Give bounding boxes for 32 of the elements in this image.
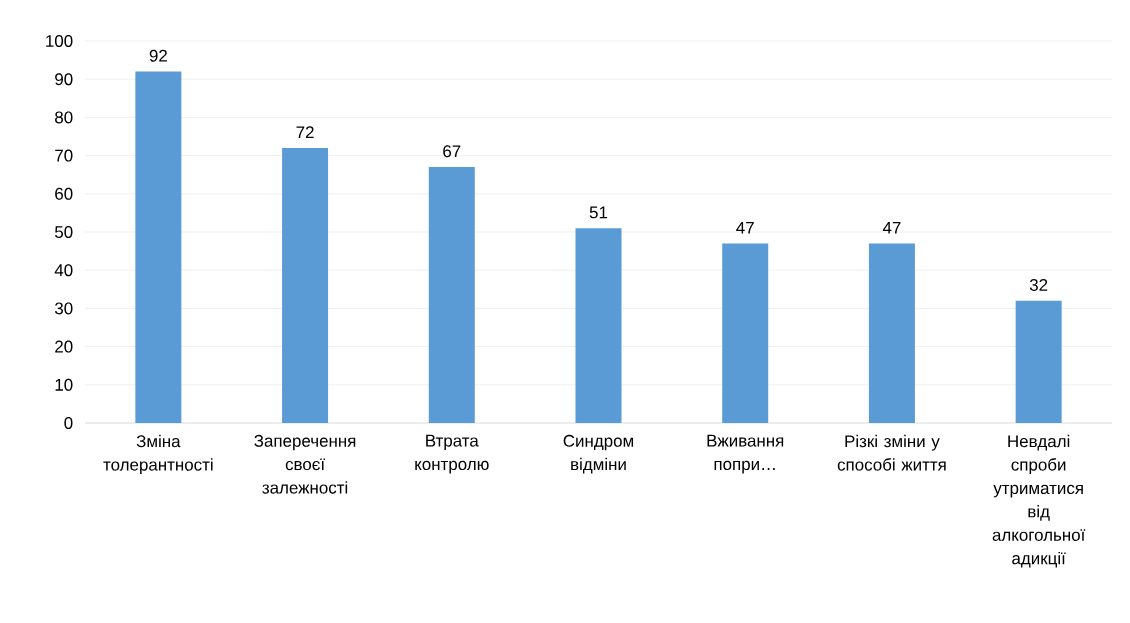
x-tick-label: Невдалі спроби утриматися від алкогольної адикції (992, 434, 1086, 568)
y-tick-label: 20 (55, 340, 73, 353)
data-label: 51 (589, 206, 608, 219)
x-tick-label: Зміна толерантності (103, 434, 213, 475)
data-label: 32 (1029, 278, 1048, 291)
y-tick-label: 0 (64, 417, 73, 429)
y-tick-label: 70 (55, 149, 73, 162)
y-tick-label: 80 (55, 111, 73, 124)
y-tick-label: 60 (55, 187, 73, 200)
data-label: 72 (296, 126, 314, 139)
y-tick-label: 30 (54, 302, 73, 315)
x-tick-label: Втрата контролю (415, 434, 489, 474)
y-tick-label: 50 (54, 226, 73, 238)
x-tick-label: Вживання попри… (707, 434, 784, 474)
bar (282, 147, 329, 423)
bar (135, 71, 182, 423)
x-tick-label: Заперечення своєї залежності (254, 434, 356, 494)
y-tick-label: 90 (55, 73, 73, 86)
x-tick-label: Різкі зміни у способі життя (837, 434, 946, 471)
bar (575, 228, 622, 423)
data-label: 47 (736, 221, 754, 234)
bar (868, 243, 915, 423)
data-label: 47 (882, 221, 901, 234)
bar (1015, 300, 1062, 423)
bar (428, 167, 475, 423)
bar (722, 243, 769, 423)
y-tick-label: 100 (46, 35, 73, 47)
data-label: 92 (149, 49, 167, 62)
data-label: 67 (443, 145, 461, 158)
x-tick-label: Синдром відміни (563, 434, 634, 474)
y-tick-label: 10 (55, 378, 73, 391)
y-tick-label: 40 (54, 264, 73, 277)
